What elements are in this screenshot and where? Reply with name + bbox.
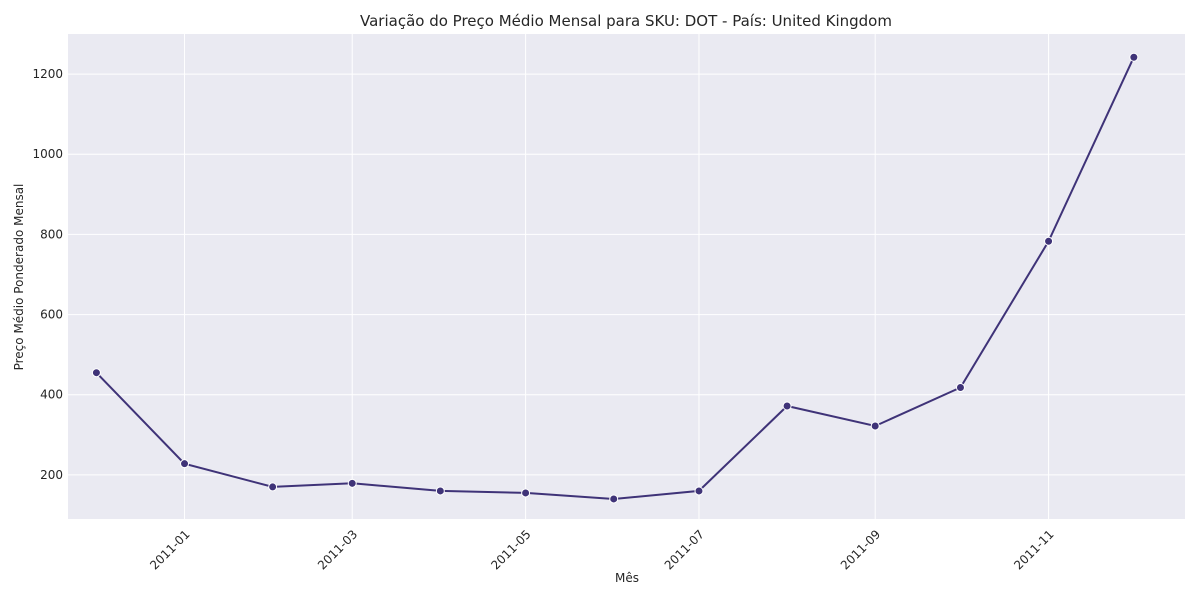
y-axis-label: Preço Médio Ponderado Mensal bbox=[12, 184, 26, 371]
data-point bbox=[521, 488, 531, 498]
data-points bbox=[91, 52, 1139, 504]
y-axis-ticks: 200 400 600 800 1000 1200 bbox=[32, 67, 63, 482]
x-axis-label: Mês bbox=[615, 571, 639, 585]
y-tick-label: 200 bbox=[40, 468, 63, 482]
chart-title: Variação do Preço Médio Mensal para SKU:… bbox=[360, 12, 892, 30]
data-point bbox=[268, 482, 278, 492]
data-point bbox=[870, 421, 880, 431]
data-point bbox=[435, 486, 445, 496]
data-point bbox=[955, 383, 965, 393]
y-tick-label: 400 bbox=[40, 388, 63, 402]
data-point bbox=[347, 478, 357, 488]
data-point bbox=[609, 494, 619, 504]
data-point bbox=[91, 368, 101, 378]
grid-lines bbox=[68, 34, 1185, 519]
x-tick-label: 2011-03 bbox=[315, 527, 360, 572]
x-tick-label: 2011-05 bbox=[488, 527, 533, 572]
y-tick-label: 1200 bbox=[32, 67, 63, 81]
data-point bbox=[782, 401, 792, 411]
plot-area bbox=[68, 34, 1185, 519]
x-tick-label: 2011-09 bbox=[838, 527, 883, 572]
x-axis-ticks: 2011-01 2011-03 2011-05 2011-07 2011-09 2011-… bbox=[147, 527, 1056, 572]
data-point bbox=[180, 459, 190, 469]
x-tick-label: 2011-07 bbox=[662, 527, 707, 572]
x-tick-label: 2011-11 bbox=[1011, 527, 1056, 572]
data-point bbox=[694, 486, 704, 496]
data-point bbox=[1129, 52, 1139, 62]
y-tick-label: 800 bbox=[40, 227, 63, 241]
y-tick-label: 1000 bbox=[32, 147, 63, 161]
data-point bbox=[1044, 236, 1054, 246]
x-tick-label: 2011-01 bbox=[147, 527, 192, 572]
y-tick-label: 600 bbox=[40, 308, 63, 322]
